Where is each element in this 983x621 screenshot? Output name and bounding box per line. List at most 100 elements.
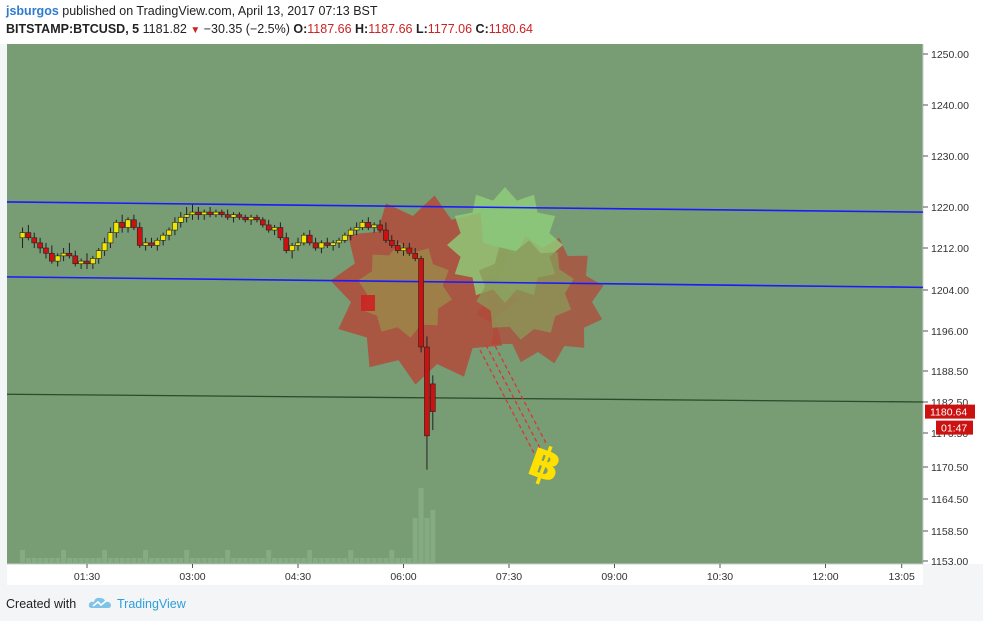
- candle-body: [254, 216, 260, 221]
- volume-bar: [119, 558, 125, 564]
- volume-bar: [172, 558, 178, 564]
- volume-bar: [336, 558, 342, 564]
- time-axis[interactable]: [7, 564, 923, 585]
- volume-bar: [31, 558, 37, 564]
- volume-bar: [102, 550, 108, 564]
- volume-bar: [430, 510, 436, 564]
- low-label: L:: [415, 22, 428, 36]
- time-tick-label: 10:30: [707, 571, 733, 583]
- dashed-red-line: [485, 344, 542, 451]
- decorative-annotations: [330, 187, 604, 385]
- down-arrow-icon: ▼: [190, 25, 201, 36]
- volume-bar: [131, 558, 137, 564]
- candle-body: [107, 232, 114, 244]
- volume-bar: [260, 558, 266, 564]
- volume-bar: [307, 550, 313, 564]
- candle-body: [131, 219, 137, 228]
- volume-bar: [359, 558, 365, 564]
- volume-bar: [125, 558, 131, 564]
- price-tick-label: 1220.00: [931, 202, 969, 214]
- volume-bars: [20, 488, 436, 564]
- volume-bar: [301, 558, 307, 564]
- candle-body: [242, 216, 249, 221]
- candle-body: [154, 240, 161, 246]
- price-axis[interactable]: [923, 44, 983, 564]
- candlestick-chart[interactable]: 1250.00 1240.00 1230.00 1220.00 1212.00 1204.…: [0, 0, 983, 588]
- candle-body: [207, 211, 213, 215]
- candle-body: [377, 224, 383, 231]
- volume-bar: [342, 558, 348, 564]
- candle-body: [394, 245, 401, 251]
- volume-bar: [25, 558, 31, 564]
- candle-body: [283, 237, 290, 251]
- candle-body: [49, 252, 55, 262]
- tradingview-link[interactable]: TradingView: [117, 597, 186, 611]
- published-text: published on TradingView.com, April 13, …: [62, 4, 378, 18]
- volume-bar: [400, 558, 406, 564]
- candle-body: [429, 383, 436, 412]
- tradingview-cloud-icon[interactable]: [88, 596, 112, 610]
- price-tick-label: 1164.50: [931, 494, 968, 506]
- close-label: C:: [475, 22, 489, 36]
- symbol-label: BITSTAMP:BTCUSD, 5: [6, 22, 140, 36]
- volume-bar: [348, 550, 354, 564]
- candle-body: [113, 222, 120, 233]
- volume-bar: [113, 558, 119, 564]
- volume-bar: [371, 558, 377, 564]
- candle-body: [230, 214, 237, 218]
- candle-body: [406, 247, 413, 254]
- countdown-badge: [936, 420, 973, 435]
- volume-bar: [143, 550, 149, 564]
- candles: [19, 204, 436, 470]
- volume-bar: [313, 558, 319, 564]
- volume-bar: [289, 558, 295, 564]
- volume-bar: [66, 558, 72, 564]
- candle-body: [142, 242, 149, 246]
- volume-bar: [248, 558, 254, 564]
- trend-lines[interactable]: [6, 201, 924, 456]
- volume-bar: [96, 558, 102, 564]
- time-tick-label: 09:00: [601, 571, 627, 583]
- olive-gear-shape: [358, 242, 452, 338]
- volume-bar: [148, 558, 154, 564]
- price-tick-label: 1188.50: [931, 366, 968, 378]
- dashed-red-line: [491, 339, 548, 446]
- candle-body: [78, 260, 84, 265]
- red-marker-block: [361, 295, 375, 311]
- candle-body: [236, 214, 243, 218]
- candle-body: [54, 255, 61, 262]
- candle-body: [277, 227, 284, 239]
- time-tick-label: 07:30: [496, 571, 522, 583]
- volume-bar: [55, 558, 61, 564]
- created-with-text: Created with: [6, 597, 77, 611]
- volume-bar: [84, 558, 90, 564]
- volume-bar: [330, 558, 336, 564]
- channel-lower-line: [6, 276, 924, 289]
- candle-body: [265, 224, 272, 231]
- candle-body: [301, 234, 307, 244]
- candle-body: [336, 240, 342, 244]
- time-tick-label: 12:00: [812, 571, 838, 583]
- ohlc-legend: BITSTAMP:BTCUSD, 5 1181.82 ▼ −30.35 (−2.…: [6, 22, 533, 36]
- volume-bar: [137, 558, 143, 564]
- countdown-label: 01:47: [941, 423, 967, 435]
- volume-bar: [272, 558, 278, 564]
- time-axis-ticks: 01:30 03:00 04:30 06:00 07:30 09:00 10:30 12:00…: [74, 564, 915, 583]
- volume-bar: [43, 558, 49, 564]
- volume-bar: [389, 550, 395, 564]
- candle-body: [136, 227, 143, 246]
- author-link[interactable]: jsburgos: [6, 4, 59, 18]
- time-tick-label: 04:30: [285, 571, 311, 583]
- candle-body: [95, 250, 102, 259]
- candle-body: [90, 258, 96, 265]
- volume-bar: [72, 558, 78, 564]
- candle-body: [195, 211, 202, 215]
- price-tick-label: 1204.00: [931, 285, 969, 297]
- low-value: 1177.06: [427, 22, 473, 36]
- volume-bar: [242, 558, 248, 564]
- price-tick-label: 1153.00: [931, 556, 968, 568]
- volume-bar: [166, 558, 172, 564]
- volume-bar: [395, 558, 401, 564]
- volume-bar: [324, 558, 330, 564]
- candle-body: [19, 232, 26, 239]
